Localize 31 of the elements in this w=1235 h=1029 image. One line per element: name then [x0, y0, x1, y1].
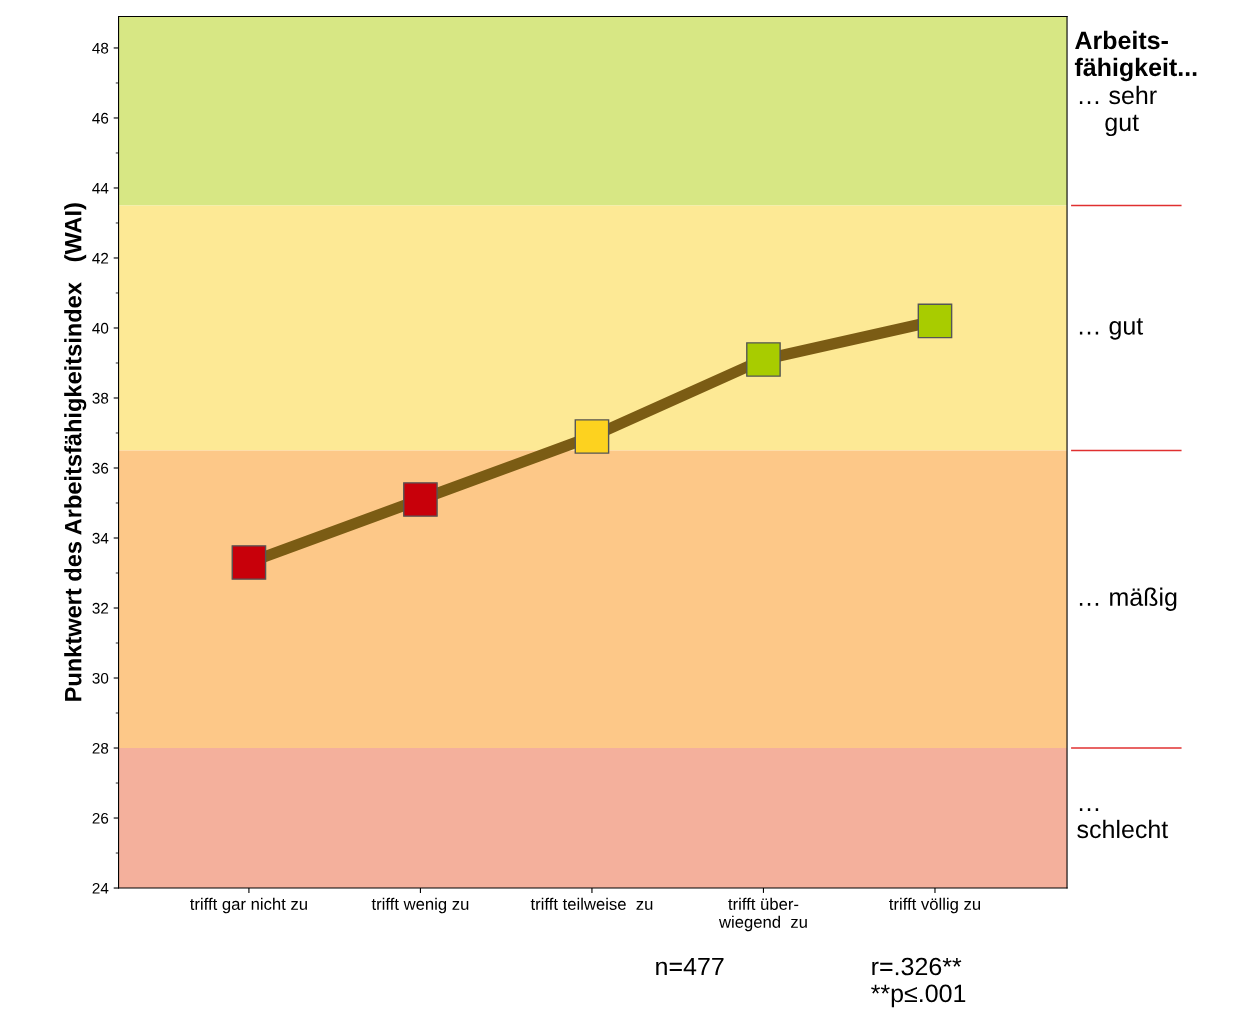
point	[403, 482, 438, 517]
text: r=.326** **p≤.001	[871, 957, 966, 1008]
x-tick-label: trifft teilweise zu	[530, 897, 653, 910]
point	[746, 342, 781, 377]
y-tick-label: 36	[92, 462, 109, 474]
x-tick-label: trifft gar nicht zu	[190, 897, 307, 914]
y-tick-label: 34	[92, 532, 109, 544]
y-tick-label: 46	[92, 112, 109, 124]
y-tick-label: 40	[92, 322, 109, 334]
band-label: … schlecht	[1077, 808, 1169, 839]
y-tick-label: 42	[92, 252, 109, 264]
y-tick-label: 48	[92, 42, 109, 54]
point	[917, 303, 953, 339]
band-label: … mäßig	[1079, 587, 1177, 611]
y-axis-title: Punktwert des Arbeitsfähigkeitsindex (WAI)	[64, 203, 87, 701]
y-tick-label: 24	[92, 882, 109, 894]
y-tick-label: 30	[92, 672, 109, 684]
text: n=477	[656, 957, 724, 976]
x-tick-label: trifft über- wiegend zu	[718, 897, 807, 932]
band-label: … gut	[1079, 318, 1144, 340]
point	[574, 419, 610, 454]
y-tick-label: 26	[92, 812, 109, 824]
point	[231, 545, 267, 580]
x-tick-label: trifft völlig zu	[889, 897, 981, 914]
y-tick-label: 44	[92, 183, 109, 194]
text: Arbeits- fähigkeit...	[1074, 30, 1197, 82]
y-tick-label: 28	[92, 742, 109, 754]
band-label: … sehr gut	[1079, 85, 1157, 137]
x-tick-label: trifft wenig zu	[371, 897, 469, 914]
y-tick-label: 38	[92, 392, 109, 404]
y-tick-label: 32	[92, 602, 109, 614]
